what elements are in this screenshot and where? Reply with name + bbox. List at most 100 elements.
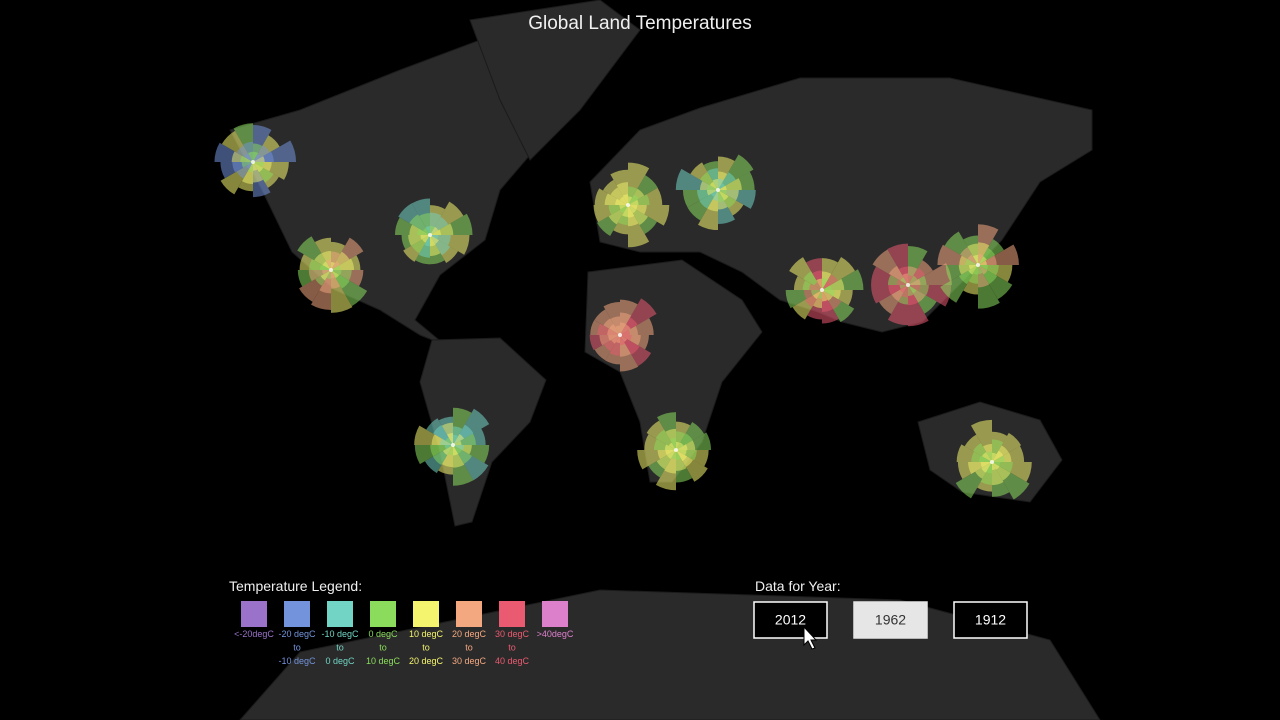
legend-swatch: [456, 601, 482, 627]
city-glyph: [414, 407, 490, 486]
glyph-wedge: [676, 450, 687, 456]
glyph-center: [820, 288, 824, 292]
glyph-wedge: [992, 462, 997, 471]
glyph-wedge: [978, 265, 988, 270]
glyph-wedge: [453, 445, 462, 454]
glyph-wedge: [253, 151, 259, 162]
glyph-wedge: [817, 290, 822, 299]
glyph-wedge: [331, 270, 342, 276]
legend-label: -10 degC: [278, 656, 316, 666]
city-glyph: [785, 256, 864, 324]
glyph-wedge: [712, 179, 718, 190]
year-button-label[interactable]: 1912: [975, 612, 1006, 628]
glyph-wedge: [422, 227, 430, 235]
glyph-wedge: [241, 162, 253, 168]
glyph-wedge: [676, 441, 681, 450]
glyph-wedge: [331, 261, 340, 270]
glyph-wedge: [422, 235, 430, 243]
glyph-wedge: [615, 335, 620, 344]
city-glyph: [871, 243, 952, 327]
glyph-wedge: [676, 450, 688, 462]
page-title: Global Land Temperatures: [528, 13, 752, 34]
year-button-box[interactable]: [953, 601, 1028, 639]
glyph-wedge: [822, 278, 828, 290]
glyph-wedge: [676, 450, 682, 461]
year-button[interactable]: 1962: [853, 601, 928, 639]
glyph-wedge: [676, 444, 688, 450]
glyph-wedge: [620, 324, 631, 335]
legend-label: 30 degC: [495, 629, 530, 639]
glyph-wedge: [453, 433, 465, 445]
glyph-wedge: [812, 290, 822, 300]
glyph-wedge: [822, 290, 835, 297]
glyph-wedge: [322, 261, 331, 270]
glyph-wedge: [981, 451, 992, 462]
glyph-wedge: [900, 277, 908, 285]
glyph-wedge: [622, 194, 628, 205]
glyph-wedge: [709, 181, 718, 190]
glyph-wedge: [628, 205, 635, 218]
glyph-wedge: [901, 285, 908, 298]
glyph-wedge: [908, 285, 921, 292]
glyph-wedge: [968, 265, 978, 270]
glyph-wedge: [244, 153, 253, 162]
glyph-wedge: [908, 285, 917, 294]
year-button-label[interactable]: 1962: [875, 612, 906, 628]
city-glyph: [637, 412, 712, 491]
legend-label: -10 degC: [321, 629, 359, 639]
glyph-wedge: [430, 226, 439, 235]
legend-label: to: [508, 643, 516, 653]
legend-label: 40 degC: [495, 656, 530, 666]
glyph-wedge: [320, 270, 331, 281]
legend-swatch: [413, 601, 439, 627]
glyph-wedge: [417, 228, 430, 235]
legend-label: 0 degC: [325, 656, 355, 666]
legend-label: to: [336, 643, 344, 653]
glyph-wedge: [319, 264, 331, 270]
south-america: [419, 337, 547, 527]
year-button-box[interactable]: [753, 601, 828, 639]
glyph-wedge: [899, 285, 908, 290]
glyph-wedge: [628, 205, 638, 210]
glyph-wedge: [972, 254, 978, 265]
glyph-wedge: [809, 283, 822, 290]
city-glyph: [214, 123, 297, 198]
glyph-wedge: [718, 185, 727, 190]
glyph-wedge: [619, 196, 628, 205]
glyph-wedge: [992, 452, 997, 462]
legend-label: to: [379, 643, 387, 653]
glyph-wedge: [668, 442, 676, 450]
glyph-wedge: [968, 265, 978, 275]
glyph-wedge: [615, 198, 628, 205]
year-button[interactable]: 2012: [753, 601, 828, 639]
glyph-wedge: [615, 325, 620, 335]
glyph-wedge: [718, 190, 727, 195]
glyph-wedge: [628, 194, 639, 205]
legend-label: -20 degC: [278, 629, 316, 639]
glyph-center: [329, 268, 333, 272]
glyph-wedge: [822, 290, 828, 302]
glyph-wedge: [447, 433, 453, 445]
glyph-wedge: [676, 442, 684, 450]
greenland: [469, 0, 641, 161]
glyph-layer: [214, 123, 1032, 500]
glyph-wedge: [253, 162, 264, 173]
glyph-center: [976, 263, 980, 267]
glyph-wedge: [718, 183, 725, 190]
year-button[interactable]: 1912: [953, 601, 1028, 639]
city-glyph: [589, 298, 657, 372]
glyph-center: [716, 188, 720, 192]
glyph-wedge: [978, 256, 987, 265]
glyph-wedge: [245, 162, 253, 170]
glyph-wedge: [424, 235, 430, 247]
glyph-wedge: [712, 190, 718, 201]
glyph-wedge: [619, 205, 628, 214]
glyph-wedge: [669, 437, 676, 450]
glyph-wedge: [978, 260, 987, 265]
legend-label: 20 degC: [409, 656, 444, 666]
year-button-box[interactable]: [853, 601, 928, 639]
year-button-label[interactable]: 2012: [775, 612, 806, 628]
glyph-wedge: [442, 445, 453, 456]
glyph-wedge: [980, 462, 992, 468]
